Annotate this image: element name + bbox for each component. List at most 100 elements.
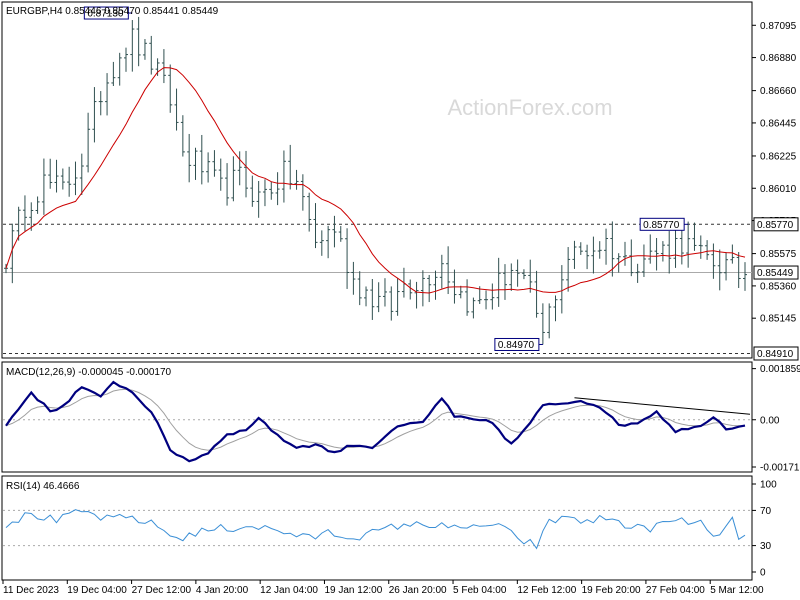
ohlc-bar bbox=[124, 47, 129, 72]
ohlc-bar bbox=[559, 265, 564, 314]
x-tick-label: 19 Dec 04:00 bbox=[67, 585, 127, 596]
price-y-tick-label: 0.87095 bbox=[760, 21, 797, 32]
ohlc-bar bbox=[332, 215, 337, 248]
price-y-tick-label: 0.86660 bbox=[760, 86, 797, 97]
ohlc-bar bbox=[439, 254, 444, 289]
price-bars bbox=[4, 16, 747, 345]
ohlc-bar bbox=[465, 279, 470, 316]
ohlc-bar bbox=[484, 290, 489, 310]
ohlc-bar bbox=[692, 222, 697, 251]
macd-y-axis: 0.001859 0.00 -0.001718 bbox=[752, 364, 800, 473]
price-y-axis: 0.87095 0.86880 0.86660 0.86445 0.86225 0.860… bbox=[752, 21, 799, 361]
ohlc-bar bbox=[585, 244, 590, 270]
ohlc-bar bbox=[654, 237, 659, 271]
ohlc-bar bbox=[641, 244, 646, 277]
ohlc-bar bbox=[667, 231, 672, 274]
rsi-header: RSI(14) 46.4666 bbox=[6, 481, 80, 492]
macd-panel-border bbox=[1, 361, 753, 473]
ohlc-bar bbox=[193, 147, 198, 180]
ohlc-bar bbox=[553, 295, 558, 322]
ohlc-bar bbox=[635, 263, 640, 283]
price-panel: ActionForex.com 0.87130 0.85770 0.84970 EU… bbox=[1, 1, 799, 361]
x-axis: 11 Dec 2023 19 Dec 04:00 27 Dec 12:00 4 Jan… bbox=[2, 579, 764, 596]
ohlc-bar bbox=[370, 278, 375, 320]
ohlc-bar bbox=[225, 163, 230, 206]
x-tick-label: 27 Dec 12:00 bbox=[132, 585, 192, 596]
ohlc-bar bbox=[142, 39, 147, 60]
ohlc-bar bbox=[591, 236, 596, 274]
ohlc-bar bbox=[578, 242, 583, 255]
price-annotation: 0.87130 bbox=[83, 6, 133, 20]
price-reference-lines bbox=[3, 223, 752, 354]
ohlc-bar bbox=[313, 203, 318, 249]
macd-line bbox=[5, 380, 746, 463]
price-y-tick-label: 0.85360 bbox=[760, 281, 797, 292]
ohlc-bar bbox=[275, 172, 280, 206]
x-tick-label: 11 Dec 2023 bbox=[3, 585, 59, 596]
ohlc-bar bbox=[446, 246, 451, 295]
price-y-tick-label: 0.86010 bbox=[760, 184, 797, 195]
ohlc-bar bbox=[212, 150, 217, 177]
ohlc-bar bbox=[168, 64, 173, 113]
x-tick-label: 4 Jan 20:00 bbox=[196, 585, 249, 596]
price-annotation-label: 0.85770 bbox=[643, 220, 680, 231]
ohlc-bar bbox=[244, 150, 249, 198]
ohlc-bar bbox=[237, 151, 242, 186]
x-tick-label: 19 Jan 12:00 bbox=[324, 585, 382, 596]
x-tick-label: 19 Feb 20:00 bbox=[582, 585, 641, 596]
x-tick-label: 26 Jan 20:00 bbox=[389, 585, 447, 596]
macd-y-tick-label: -0.001718 bbox=[760, 462, 800, 473]
ohlc-bar bbox=[98, 91, 103, 116]
support-price-label-box bbox=[753, 346, 799, 361]
ohlc-bar bbox=[35, 196, 40, 214]
ohlc-bar bbox=[458, 285, 463, 299]
ohlc-bar bbox=[736, 252, 741, 288]
current-price-label: 0.85449 bbox=[757, 268, 794, 279]
ohlc-bar bbox=[629, 239, 634, 277]
ohlc-bar bbox=[92, 87, 97, 143]
ohlc-bar bbox=[566, 247, 571, 292]
ohlc-bar bbox=[540, 303, 545, 345]
ohlc-bar bbox=[648, 234, 653, 264]
price-y-tick-label: 0.85575 bbox=[760, 249, 797, 260]
ohlc-bar bbox=[351, 261, 356, 295]
ohlc-bar bbox=[433, 270, 438, 300]
ohlc-bar bbox=[281, 150, 286, 203]
ohlc-bar bbox=[420, 270, 425, 307]
ohlc-bar bbox=[743, 262, 747, 291]
ohlc-bar bbox=[521, 269, 526, 280]
macd-trendline bbox=[574, 397, 751, 415]
rsi-y-tick-label: 0 bbox=[760, 568, 766, 579]
ohlc-bar bbox=[307, 192, 312, 232]
ohlc-bar bbox=[10, 223, 15, 284]
ohlc-bar bbox=[300, 174, 305, 211]
ohlc-bar bbox=[155, 58, 160, 76]
ohlc-bar bbox=[717, 249, 722, 291]
macd-y-tick-label: 0.00 bbox=[760, 415, 780, 426]
x-tick-label: 12 Feb 12:00 bbox=[517, 585, 576, 596]
resistance-price-label: 0.85770 bbox=[757, 220, 794, 231]
ohlc-bar bbox=[528, 259, 533, 293]
ohlc-bar bbox=[502, 264, 507, 300]
ohlc-bar bbox=[29, 202, 34, 231]
moving-average-line bbox=[5, 67, 746, 294]
x-tick-label: 5 Mar 12:00 bbox=[710, 585, 764, 596]
ohlc-bar bbox=[364, 286, 369, 307]
ohlc-bar bbox=[180, 115, 185, 157]
ohlc-bar bbox=[357, 271, 362, 306]
ohlc-bar bbox=[471, 297, 476, 319]
ohlc-bar bbox=[673, 229, 678, 268]
ohlc-bar bbox=[730, 244, 735, 264]
resistance-price-label-box bbox=[753, 217, 799, 232]
ohlc-bar bbox=[269, 181, 274, 200]
ohlc-bar bbox=[389, 286, 394, 321]
ohlc-bar bbox=[509, 263, 514, 291]
x-tick-label: 5 Feb 04:00 bbox=[453, 585, 507, 596]
ohlc-bar bbox=[206, 152, 211, 183]
ohlc-bar bbox=[319, 230, 324, 256]
ohlc-bar bbox=[294, 169, 299, 190]
ohlc-bar bbox=[534, 270, 539, 318]
ohlc-bar bbox=[187, 133, 192, 183]
price-header: EURGBP,H4 0.85446 0.85470 0.85441 0.8544… bbox=[6, 6, 219, 17]
